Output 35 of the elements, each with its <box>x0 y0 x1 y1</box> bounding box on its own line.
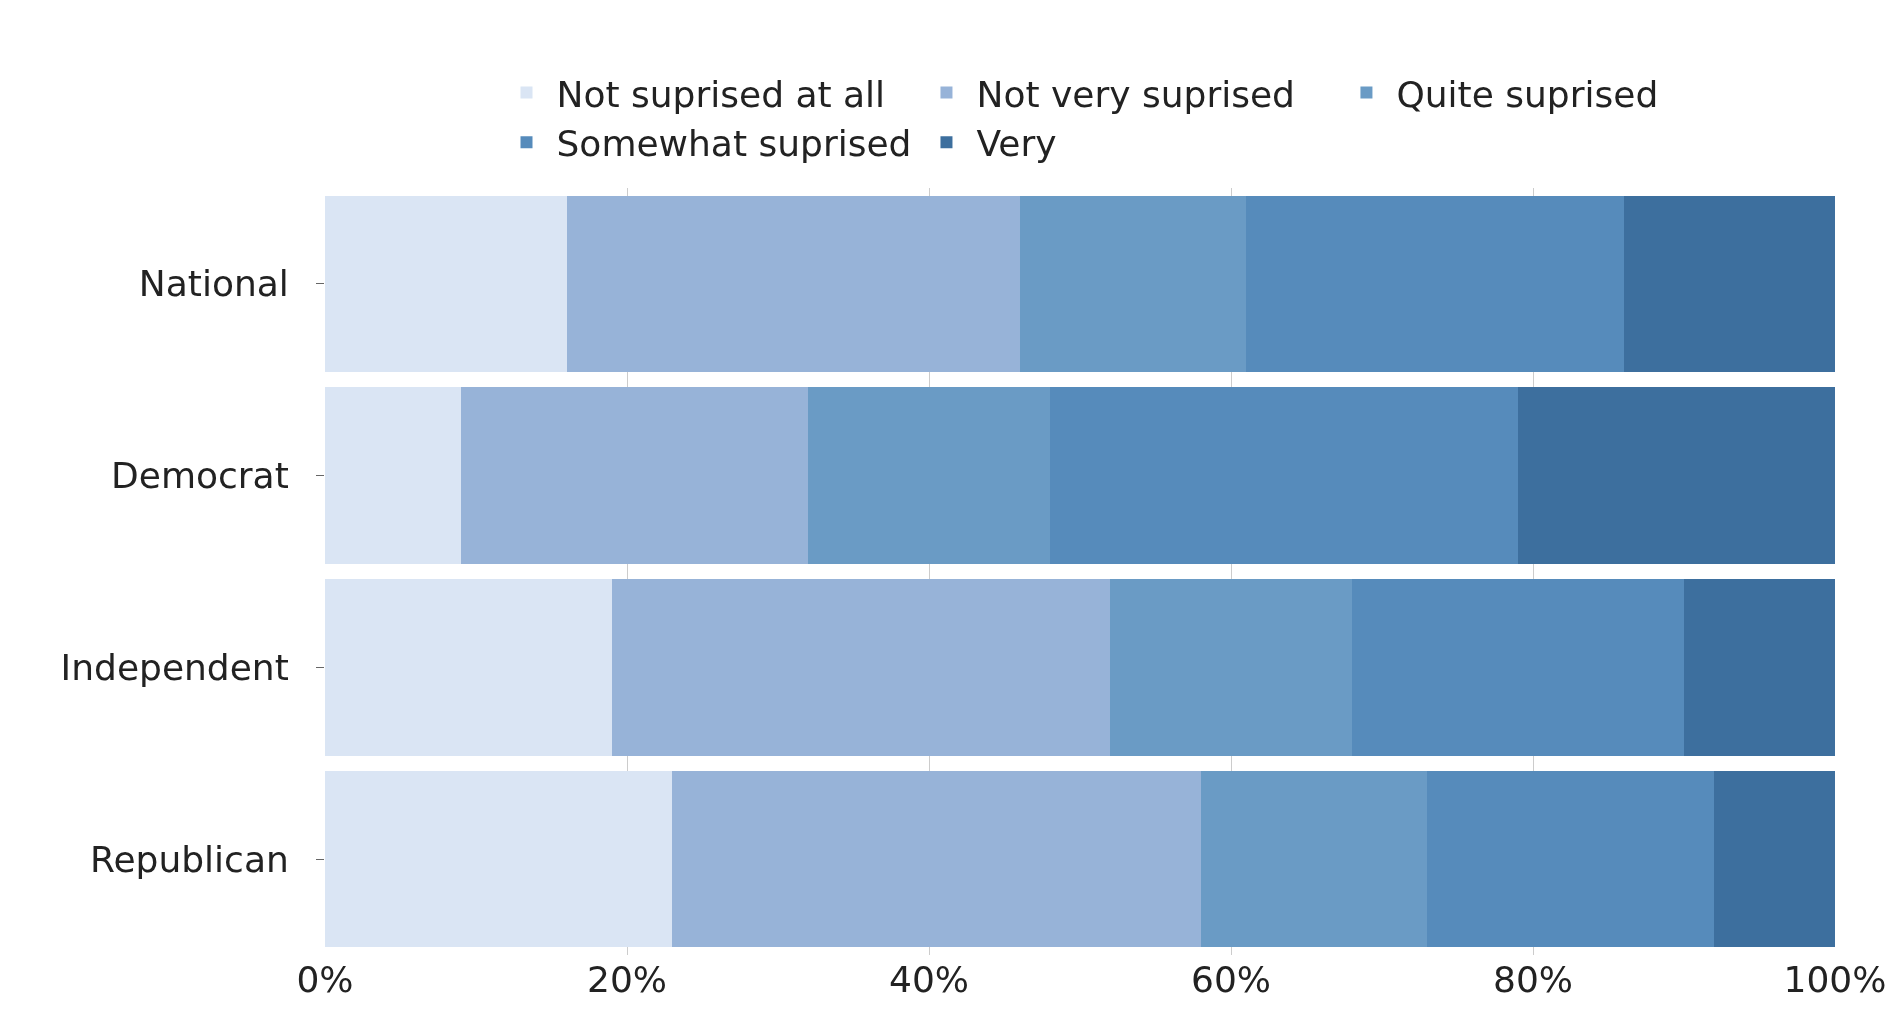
bar <box>325 770 673 948</box>
y-tick-label: Democrat <box>111 455 289 497</box>
legend-label: Very <box>976 123 1057 165</box>
x-tick-label: 80% <box>1492 959 1574 1000</box>
x-tick-label: 40% <box>888 959 970 1000</box>
bar <box>1110 579 1352 756</box>
bar <box>460 387 809 564</box>
bar <box>1517 387 1835 564</box>
legend-label: Not suprised at all <box>556 73 886 115</box>
y-tick-label: Independent <box>60 646 289 688</box>
legend-label: Not very suprised <box>976 73 1295 115</box>
bar <box>566 195 1020 373</box>
bar <box>1246 195 1624 373</box>
bar <box>1019 195 1247 373</box>
bar <box>808 387 1050 564</box>
bar <box>1684 579 1835 756</box>
bar <box>1427 770 1715 948</box>
bar <box>1200 770 1428 948</box>
bar <box>1623 195 1835 373</box>
legend-label: Somewhat suprised <box>556 123 912 165</box>
bar <box>325 579 612 756</box>
bar <box>1714 770 1835 948</box>
x-tick-label: 60% <box>1190 959 1272 1000</box>
x-tick-label: 0% <box>296 959 354 1000</box>
x-tick-label: 20% <box>586 959 668 1000</box>
y-tick-label: Republican <box>90 838 289 880</box>
bar <box>325 387 461 564</box>
bar <box>611 579 1111 756</box>
legend-label: Quite suprised <box>1396 73 1659 115</box>
x-tick-label: 100% <box>1783 959 1887 1000</box>
bar <box>1351 579 1684 756</box>
y-tick-label: National <box>138 263 289 305</box>
bar <box>1049 387 1518 564</box>
bar <box>325 195 567 373</box>
bar <box>672 770 1201 948</box>
